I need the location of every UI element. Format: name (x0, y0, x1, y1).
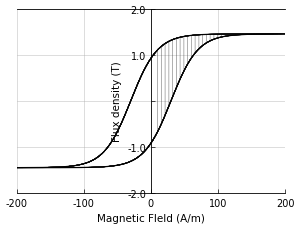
Y-axis label: Flux density (T): Flux density (T) (112, 61, 122, 142)
X-axis label: Magnetic FIeld (A/m): Magnetic FIeld (A/m) (97, 213, 205, 224)
